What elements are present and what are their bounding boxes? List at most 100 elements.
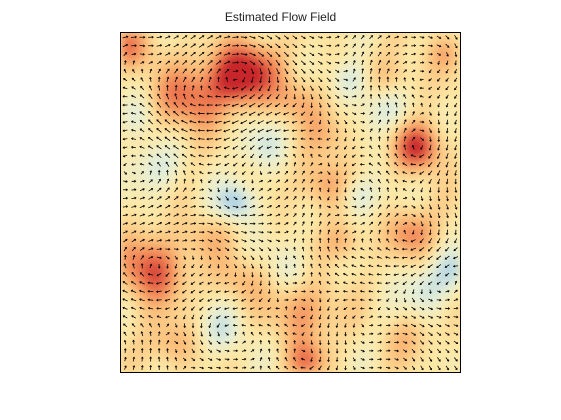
flow-vector [428,69,432,74]
heatmap-cell [439,231,446,238]
heatmap-cell [190,311,197,318]
heatmap-cell [250,33,257,39]
heatmap-cell [434,326,441,333]
heatmap-cell [190,87,197,94]
heatmap-cell [155,251,162,258]
heatmap-cell [270,177,277,184]
heatmap-cell [255,366,262,372]
heatmap-cell [389,346,396,353]
heatmap-cell [309,336,316,343]
heatmap-cell [394,296,401,303]
heatmap-cell [145,92,152,99]
heatmap-cell [260,311,267,318]
heatmap-cell [369,72,376,79]
heatmap-cell [424,326,431,333]
heatmap-cell [230,177,237,184]
heatmap-cell [329,167,336,174]
heatmap-cell [140,52,147,59]
heatmap-cell [314,77,321,84]
heatmap-cell [125,241,132,248]
heatmap-cell [379,62,386,69]
heatmap-cell [349,67,356,74]
heatmap-cell [285,221,291,228]
flow-vector [378,59,382,66]
heatmap-cell [399,306,406,313]
heatmap-cell [349,192,356,199]
heatmap-cell [140,266,147,273]
heatmap-cell [414,226,421,233]
heatmap-cell [314,271,321,278]
heatmap-cell [299,33,306,39]
heatmap-cell [255,216,262,223]
heatmap-cell [235,301,242,308]
heatmap-cell [205,142,212,149]
heatmap-cell [195,42,202,49]
heatmap-cell [394,216,401,223]
heatmap-cell [215,266,222,273]
heatmap-cell [260,256,267,263]
heatmap-cell [394,206,401,213]
heatmap-cell [210,72,217,79]
heatmap-cell [130,291,137,298]
heatmap-cell [404,281,411,288]
heatmap-cell [344,132,351,139]
heatmap-cell [245,366,252,372]
heatmap-cell [205,316,212,323]
heatmap-cell [290,37,296,44]
heatmap-cell [280,366,287,372]
heatmap-cell [210,182,217,189]
heatmap-cell [275,97,282,104]
heatmap-cell [409,316,416,323]
heatmap-cell [130,226,137,233]
heatmap-cell [175,167,182,174]
heatmap-cell [165,122,172,129]
heatmap-cell [344,157,351,164]
heatmap-cell [329,67,336,74]
heatmap-cell [121,311,127,318]
heatmap-cell [220,197,227,203]
flow-vector [207,35,214,40]
heatmap-cell [309,246,316,253]
heatmap-cell [150,271,157,278]
heatmap-cell [414,266,421,273]
heatmap-cell [215,157,222,164]
heatmap-cell [424,361,431,368]
heatmap-cell [429,246,436,253]
heatmap-cell [170,77,177,84]
flow-vector [385,35,391,39]
heatmap-cell [275,291,282,298]
heatmap-cell [240,87,247,94]
heatmap-cell [290,231,296,238]
heatmap-cell [429,256,436,263]
flow-vector [300,43,306,48]
heatmap-cell [210,77,217,84]
heatmap-cell [424,157,431,164]
heatmap-cell [429,97,436,104]
heatmap-cell [299,202,306,208]
heatmap-cell [339,102,346,109]
heatmap-cell [354,107,361,114]
heatmap-cell [349,346,356,353]
heatmap-cell [294,276,301,283]
heatmap-cell [369,52,376,59]
flow-vector [369,43,373,48]
heatmap-cell [449,336,456,343]
heatmap-cell [155,33,162,39]
flow-vector [445,60,449,66]
heatmap-cell [384,167,391,174]
heatmap-cell [250,117,257,124]
heatmap-cell [265,42,272,49]
heatmap-cell [304,137,311,144]
heatmap-cell [235,132,242,139]
heatmap-cell [125,157,132,164]
heatmap-cell [290,152,296,159]
heatmap-cell [165,117,172,124]
heatmap-cell [339,77,346,84]
heatmap-cell [424,356,431,363]
heatmap-cell [140,132,147,139]
heatmap-cell [414,52,421,59]
heatmap-cell [260,281,267,288]
heatmap-cell [210,366,217,372]
heatmap-cell [364,366,371,372]
heatmap-cell [319,67,326,74]
